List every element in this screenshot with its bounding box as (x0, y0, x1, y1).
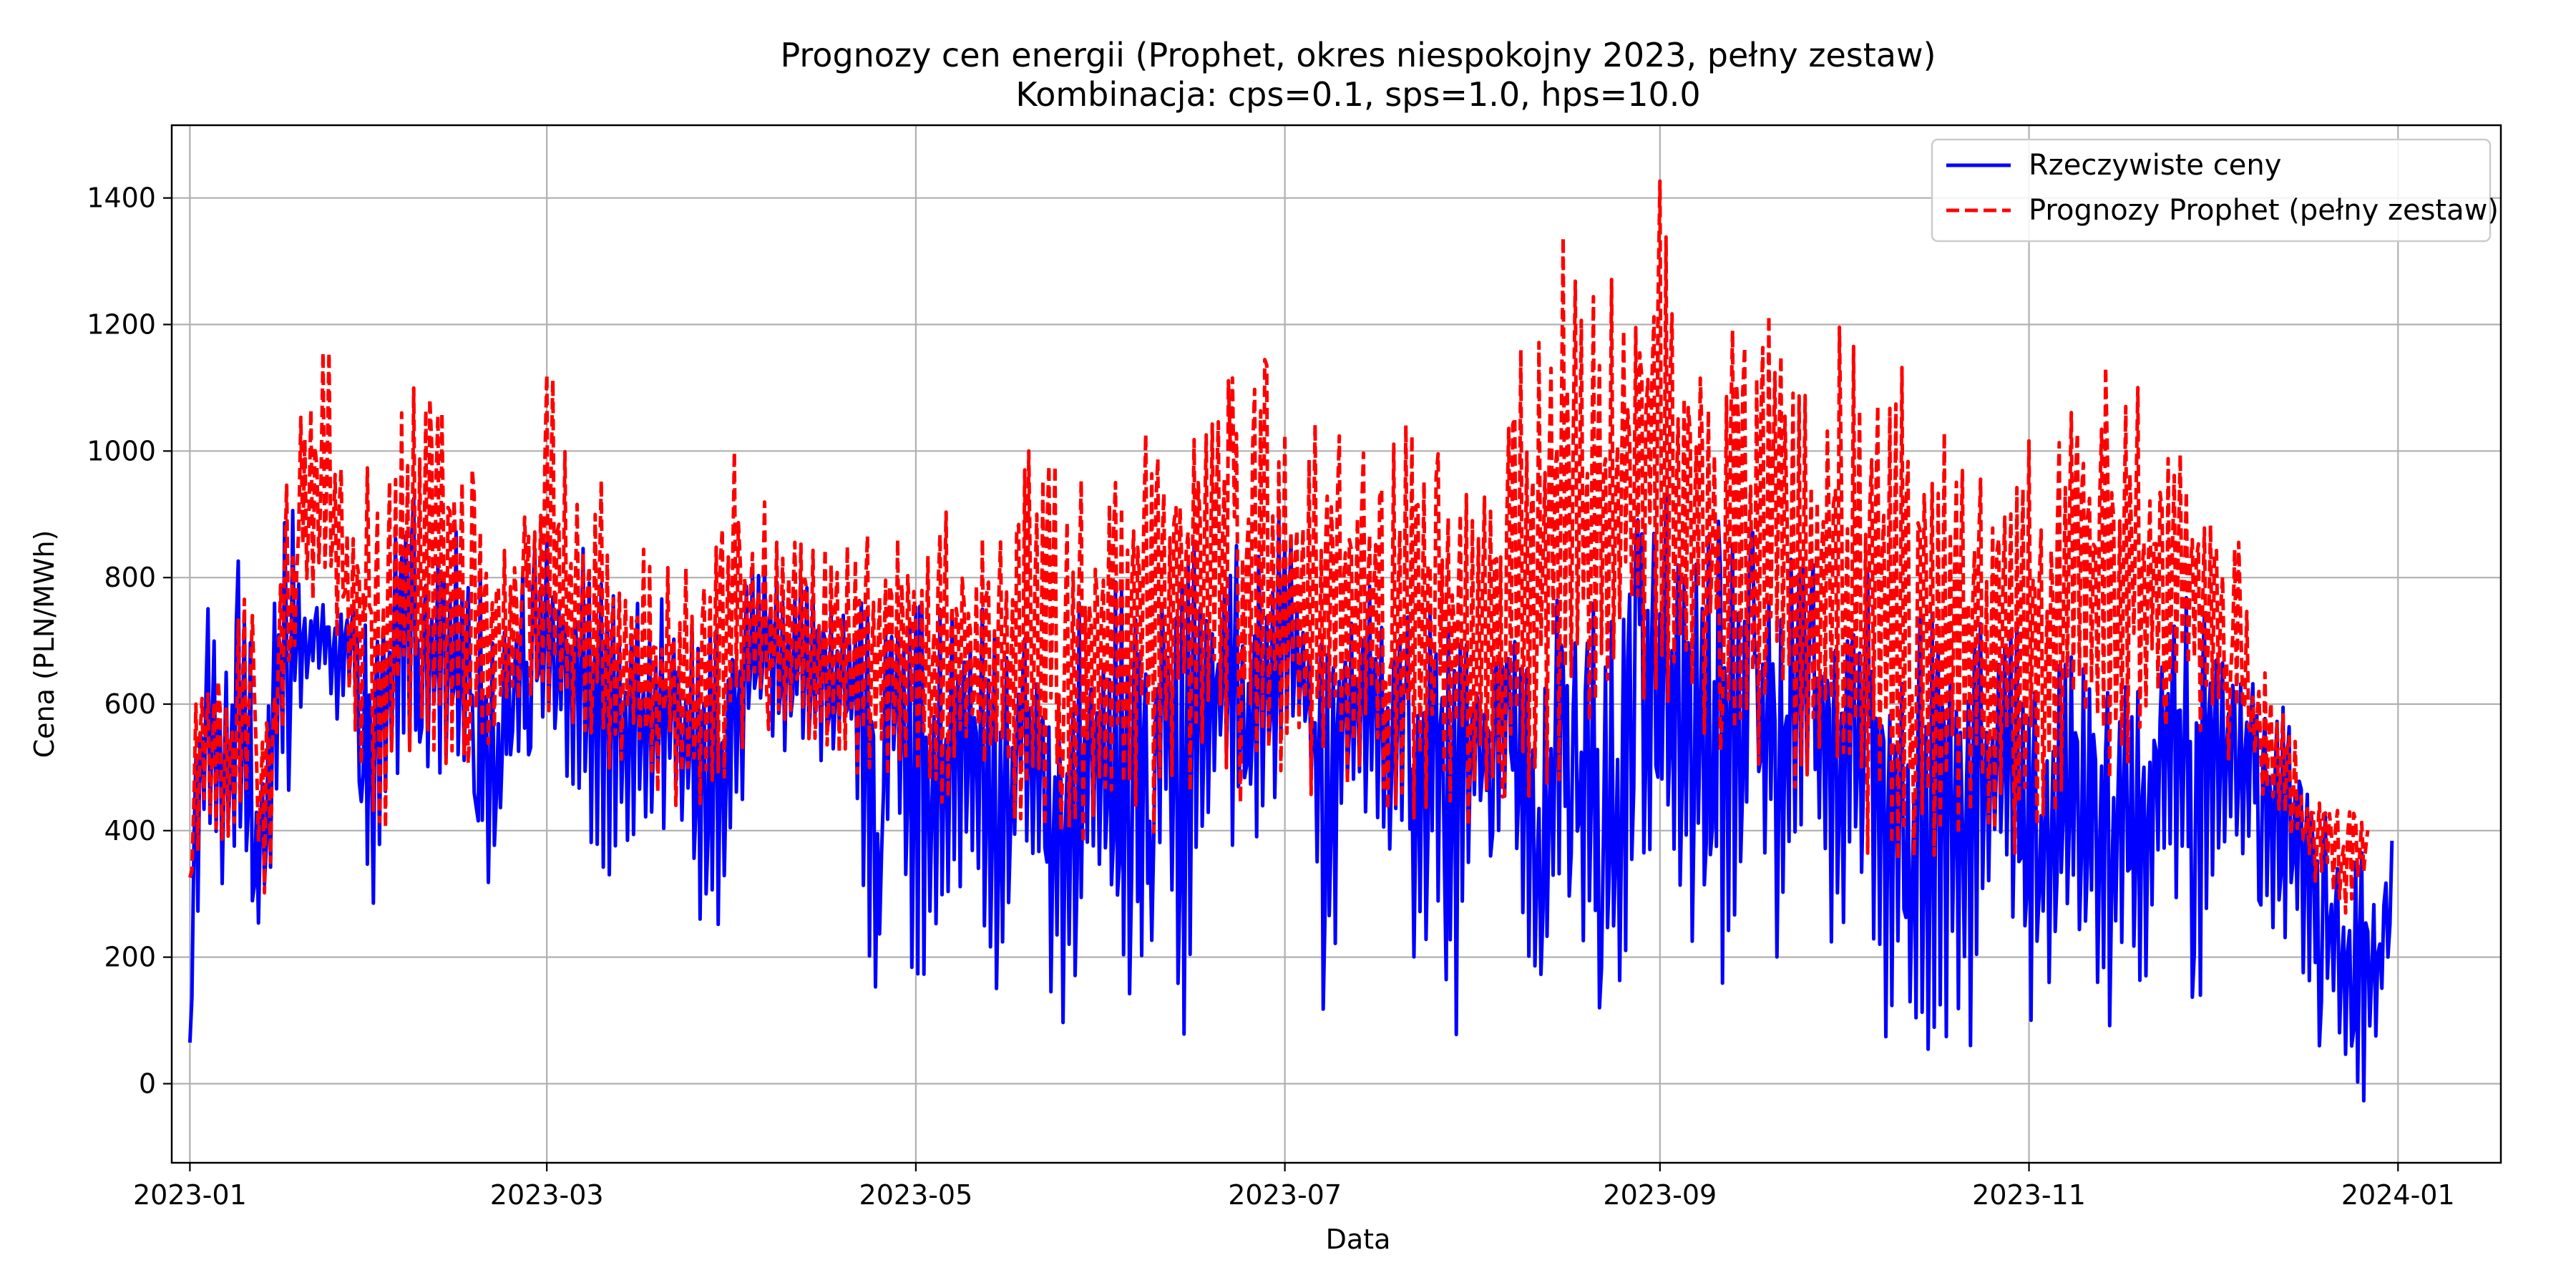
series-line-forecast (187, 179, 2370, 915)
y-tick-label: 600 (104, 688, 156, 720)
y-tick-label: 1000 (87, 435, 156, 467)
y-tick-label: 1400 (87, 182, 156, 214)
legend-label-forecast: Prognozy Prophet (pełny zestaw) (2029, 194, 2499, 227)
y-tick-label: 800 (104, 562, 156, 593)
y-tick-label: 1200 (87, 309, 156, 341)
x-tick-label: 2023-07 (1228, 1179, 1342, 1211)
y-tick-label: 0 (139, 1068, 156, 1099)
plot-frame (170, 124, 2502, 1164)
x-axis-label: Data (1326, 1224, 1391, 1255)
x-tick-label: 2024-01 (2341, 1179, 2455, 1211)
y-axis-label: Cena (PLN/MWh) (29, 530, 60, 758)
x-tick-label: 2023-01 (133, 1179, 247, 1211)
y-tick-label: 200 (104, 942, 156, 973)
legend-label-actual: Rzeczywiste ceny (2029, 149, 2281, 182)
legend-box (1931, 138, 2492, 243)
y-tick-label: 400 (104, 815, 156, 847)
chart-subtitle: Kombinacja: cps=0.1, sps=1.0, hps=10.0 (1015, 75, 1700, 114)
x-tick-label: 2023-11 (1972, 1179, 2086, 1211)
x-tick-label: 2023-09 (1603, 1179, 1717, 1211)
x-axis: 2023-01 2023-03 2023-05 2023-07 2023-09 2023-… (133, 1163, 2455, 1211)
chart-title: Prognozy cen energii (Prophet, okres nie… (780, 36, 1936, 74)
legend: Rzeczywiste ceny Prognozy Prophet (pełny… (1931, 138, 2499, 243)
x-tick-label: 2023-05 (859, 1179, 973, 1211)
x-tick-label: 2023-03 (490, 1179, 604, 1211)
y-axis: 0 200 400 600 800 1000 1200 1400 (87, 182, 172, 1099)
series-group (187, 179, 2394, 1103)
